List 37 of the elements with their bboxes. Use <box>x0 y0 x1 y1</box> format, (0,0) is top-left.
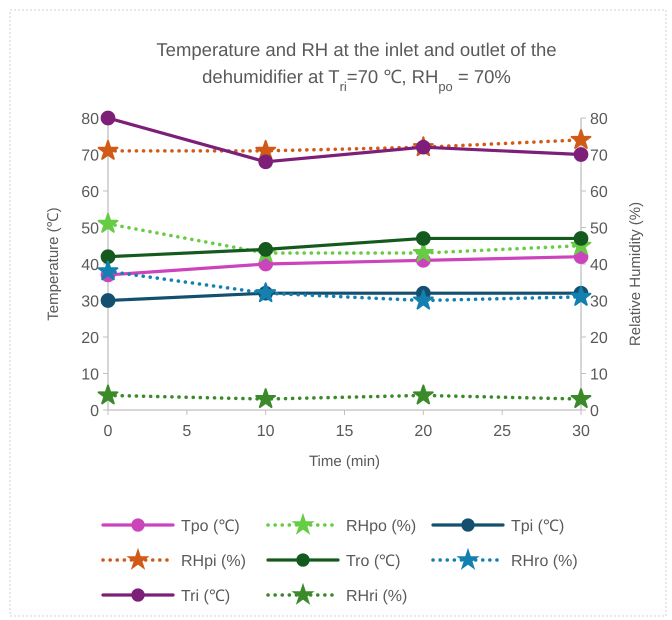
y2-tick-label: 30 <box>590 294 608 310</box>
y2-tick-label: 60 <box>590 184 608 201</box>
y2-tick-label: 50 <box>590 220 608 238</box>
y2-tick-label: 40 <box>590 257 608 274</box>
legend-label: Tri (℃) <box>181 588 230 605</box>
legend-label: RHri (%) <box>346 588 408 605</box>
chart-title: Temperature and RH at the inlet and outlet of the dehumidifier at T$_{ri}$=70 ℃, RH$_{po}$ = 70% <box>156 39 557 94</box>
y-tick-label: 50 <box>81 220 100 238</box>
y2-axis-title: Relative Humidity (%) <box>627 202 644 346</box>
y2-tick-label: 10 <box>590 366 608 384</box>
legend-label: Tpo (℃) <box>181 518 240 535</box>
legend-label: RHpi (%) <box>181 553 246 570</box>
x-axis-title: Time (min) <box>308 453 380 470</box>
x-tick-label: 20 <box>414 423 432 440</box>
y-tick-label: 20 <box>81 330 100 347</box>
x-tick-label: 25 <box>493 423 512 440</box>
y2-tick-label: 70 <box>590 148 608 164</box>
x-tick-label: 0 <box>104 423 113 440</box>
x-tick-label: 10 <box>256 423 275 440</box>
legend-label: Tro (℃) <box>346 553 401 570</box>
y-tick-label: 60 <box>81 184 100 201</box>
y2-tick-label: 80 <box>590 111 608 128</box>
y2-tick-label: 0 <box>590 403 599 420</box>
y-tick-label: 70 <box>81 148 100 164</box>
y2-tick-label: 20 <box>590 330 608 347</box>
y-tick-label: 0 <box>90 403 100 420</box>
legend-label: RHpo (%) <box>346 518 416 535</box>
y-axis-title: Temperature (℃) <box>45 207 62 321</box>
legend-label: RHro (%) <box>511 553 578 570</box>
y-tick-label: 30 <box>81 294 100 310</box>
x-tick-label: 15 <box>336 423 354 440</box>
x-tick-label: 5 <box>182 423 192 440</box>
x-tick-label: 30 <box>572 423 590 440</box>
legend-label: Tpi (℃) <box>511 518 564 535</box>
y-tick-label: 80 <box>81 111 100 128</box>
y-tick-label: 40 <box>81 257 100 274</box>
y-tick-label: 10 <box>81 366 100 384</box>
